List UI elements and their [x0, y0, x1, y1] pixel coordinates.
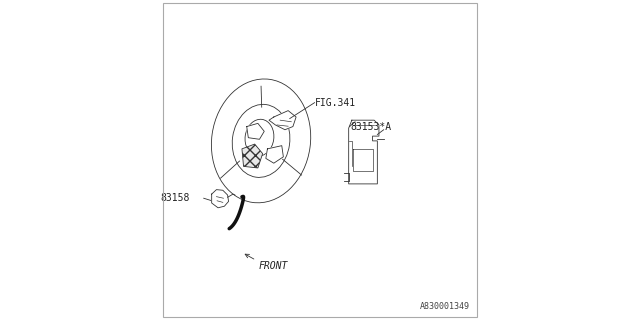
Text: 83153*A: 83153*A — [350, 122, 392, 132]
Polygon shape — [242, 144, 262, 168]
Text: FRONT: FRONT — [259, 261, 288, 271]
Polygon shape — [266, 146, 284, 163]
Polygon shape — [212, 190, 228, 208]
Text: FIG.341: FIG.341 — [316, 98, 356, 108]
Text: A830001349: A830001349 — [420, 302, 470, 311]
Text: 83158: 83158 — [160, 193, 189, 203]
Polygon shape — [353, 149, 372, 171]
Polygon shape — [349, 120, 379, 184]
Polygon shape — [269, 111, 296, 130]
Polygon shape — [246, 123, 264, 139]
